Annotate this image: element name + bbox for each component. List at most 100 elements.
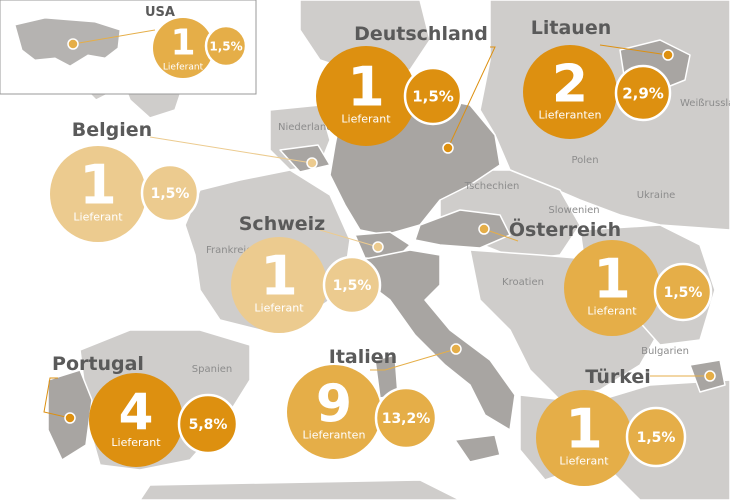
leader-line-schweiz (319, 229, 379, 248)
percent-bubble-oesterreich (653, 262, 713, 322)
usa-shape (14, 17, 121, 67)
country-name-portugal: Portugal (52, 353, 144, 375)
percent-value-italien: 13,2% (382, 411, 431, 427)
country-bubbles: USA1Lieferant1,5%Deutschland1Lieferant1,… (50, 5, 713, 486)
shape-belgien (279, 144, 331, 173)
percent-bubble-usa (204, 24, 248, 68)
supplier-count-schweiz: 1 (260, 245, 298, 308)
map-label-3: Slowenien (548, 205, 599, 216)
supplier-count-italien: 9 (316, 374, 352, 434)
map-label-6: Frankreich (206, 245, 258, 256)
country-name-usa: USA (145, 5, 175, 20)
location-dot-italien (450, 343, 462, 355)
supplier-unit-portugal: Lieferant (111, 436, 161, 449)
supplier-bubble-portugal (89, 373, 183, 467)
location-dot-litauen (662, 49, 674, 61)
location-dot-portugal (64, 412, 76, 424)
leader-line-litauen (599, 44, 669, 56)
location-dot-belgien (306, 157, 318, 169)
supplier-unit-oesterreich: Lieferant (587, 305, 637, 318)
supplier-count-tuerkei: 1 (565, 398, 603, 461)
percent-value-litauen: 2,9% (622, 84, 664, 102)
percent-bubble-belgien (140, 163, 200, 223)
percent-bubble-portugal (177, 393, 239, 455)
percent-value-belgien: 1,5% (151, 186, 190, 202)
map-label-2: Tschechien (464, 181, 520, 192)
leader-line-deutschland (447, 46, 496, 149)
percent-bubble-italien (374, 386, 438, 450)
leader-line-portugal (43, 377, 71, 419)
supplier-bubble-belgien (50, 146, 146, 242)
percent-value-usa: 1,5% (209, 39, 242, 53)
shape-oesterreich (414, 209, 511, 249)
supplier-bubble-tuerkei (536, 390, 632, 486)
supplier-unit-deutschland: Lieferant (341, 113, 391, 126)
shape-sicily (454, 434, 501, 463)
country-name-schweiz: Schweiz (239, 213, 325, 235)
supplier-unit-tuerkei: Lieferant (559, 455, 609, 468)
map-label-4: Ukraine (637, 190, 676, 201)
supplier-unit-litauen: Lieferanten (539, 108, 602, 121)
supplier-count-deutschland: 1 (347, 56, 385, 119)
supplier-count-portugal: 4 (119, 383, 154, 441)
country-name-oesterreich: Österreich (509, 217, 621, 241)
map-label-9: Bulgarien (641, 346, 689, 357)
supplier-bubble-usa (153, 18, 213, 78)
supplier-count-belgien: 1 (79, 154, 117, 217)
map-label-0: Niederlande (278, 122, 339, 133)
location-dot-usa (67, 38, 79, 50)
country-name-italien: Italien (329, 346, 397, 368)
percent-bubble-litauen (614, 64, 672, 122)
supplier-bubble-schweiz (231, 237, 327, 333)
map-labels: Niederlande Polen Tschechien Slowenien Ukrai… (192, 98, 730, 375)
percent-value-oesterreich: 1,5% (664, 285, 703, 301)
supplier-unit-usa: Lieferant (163, 62, 204, 72)
location-dot-deutschland (442, 142, 454, 154)
location-dot-tuerkei (704, 370, 716, 382)
supplier-unit-italien: Lieferanten (303, 428, 366, 441)
supplier-unit-schweiz: Lieferant (254, 302, 304, 315)
location-dot-oesterreich (478, 223, 490, 235)
supplier-count-usa: 1 (170, 22, 195, 63)
country-name-deutschland: Deutschland (354, 23, 488, 45)
map-label-8: Spanien (192, 364, 232, 375)
map-label-1: Polen (571, 155, 598, 166)
map-label-5: Weißrussland (680, 98, 730, 109)
percent-value-portugal: 5,8% (189, 417, 228, 433)
location-dot-schweiz (372, 241, 384, 253)
supplier-bubble-oesterreich (564, 240, 660, 336)
supplier-count-oesterreich: 1 (593, 248, 631, 311)
percent-value-deutschland: 1,5% (412, 87, 454, 105)
leader-line-oesterreich (483, 228, 519, 242)
shape-italien (359, 249, 516, 431)
percent-value-tuerkei: 1,5% (637, 430, 676, 446)
country-name-litauen: Litauen (531, 17, 611, 39)
supplier-count-litauen: 2 (552, 54, 588, 114)
country-name-belgien: Belgien (72, 119, 152, 141)
percent-bubble-deutschland (403, 66, 463, 126)
leader-line-italien (370, 348, 457, 371)
percent-bubble-tuerkei (625, 406, 687, 468)
supplier-unit-belgien: Lieferant (73, 211, 123, 224)
supplier-bubble-litauen (523, 45, 617, 139)
percent-bubble-schweiz (322, 255, 382, 315)
country-name-tuerkei: Türkei (585, 366, 651, 388)
supplier-bubble-italien (287, 365, 381, 459)
supplier-bubble-deutschland (316, 46, 416, 146)
percent-value-schweiz: 1,5% (333, 278, 372, 294)
map-label-7: Kroatien (502, 277, 544, 288)
leader-line-usa (72, 29, 156, 45)
leader-line-belgien (149, 136, 313, 164)
leader-lines (43, 29, 716, 424)
